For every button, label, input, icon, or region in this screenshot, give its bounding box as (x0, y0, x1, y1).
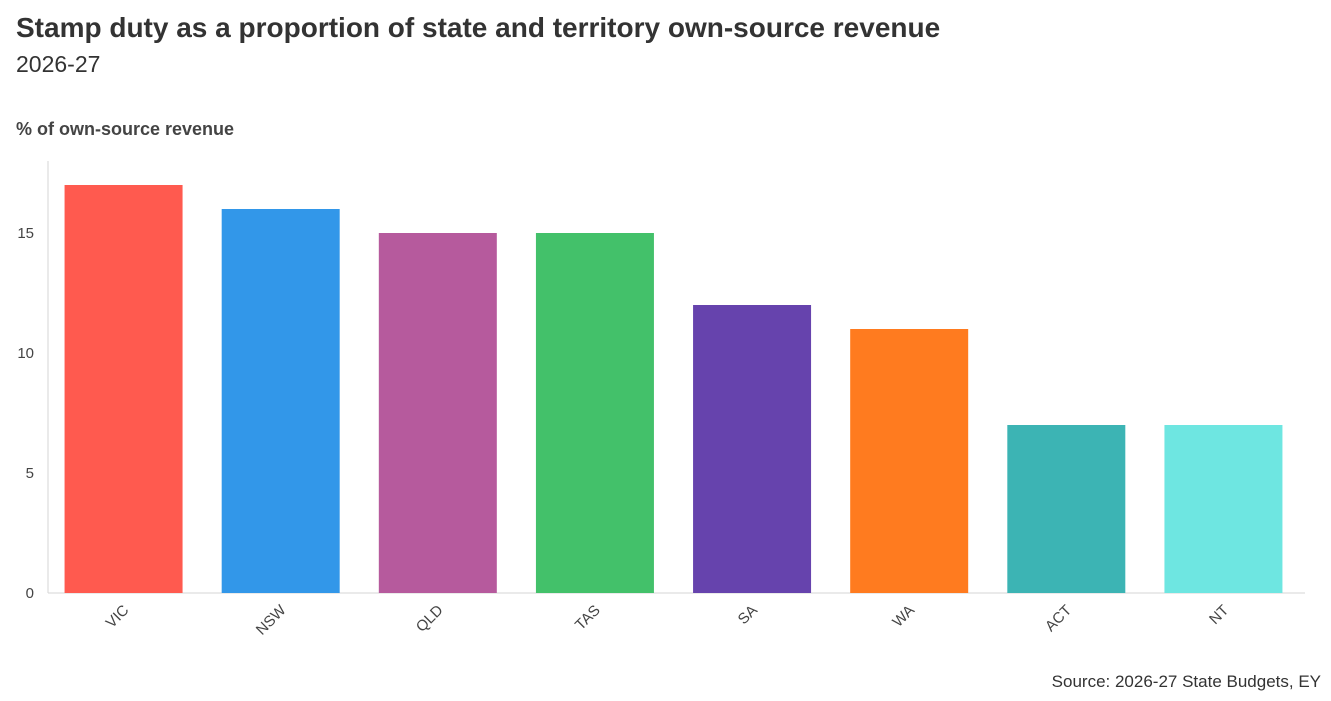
bar-nt (1164, 425, 1283, 593)
x-tick-label-qld: QLD (413, 602, 447, 636)
x-tick-label-sa: SA (735, 602, 761, 628)
chart-source: Source: 2026-27 State Budgets, EY (1051, 672, 1321, 691)
y-axis-label: % of own-source revenue (16, 119, 235, 139)
x-tick-label-wa: WA (889, 602, 918, 631)
y-tick-label: 10 (17, 345, 34, 362)
bar-vic (64, 185, 183, 593)
bar-act (1007, 425, 1126, 593)
x-tick-label-act: ACT (1042, 602, 1075, 635)
chart-bars (64, 185, 1283, 593)
y-tick-label: 5 (26, 465, 34, 482)
bar-qld (378, 233, 497, 593)
bar-nsw (221, 209, 340, 593)
x-tick-label-nsw: NSW (253, 601, 290, 638)
x-tick-label-nt: NT (1206, 602, 1232, 628)
bar-sa (693, 305, 812, 593)
x-tick-label-tas: TAS (572, 602, 604, 634)
chart-subtitle: 2026-27 (16, 51, 101, 77)
y-tick-label: 0 (26, 585, 34, 602)
y-tick-label: 15 (17, 225, 34, 242)
x-tick-label-vic: VIC (103, 602, 133, 632)
bar-wa (850, 329, 969, 593)
chart-title: Stamp duty as a proportion of state and … (16, 12, 941, 43)
bar-tas (535, 233, 654, 593)
